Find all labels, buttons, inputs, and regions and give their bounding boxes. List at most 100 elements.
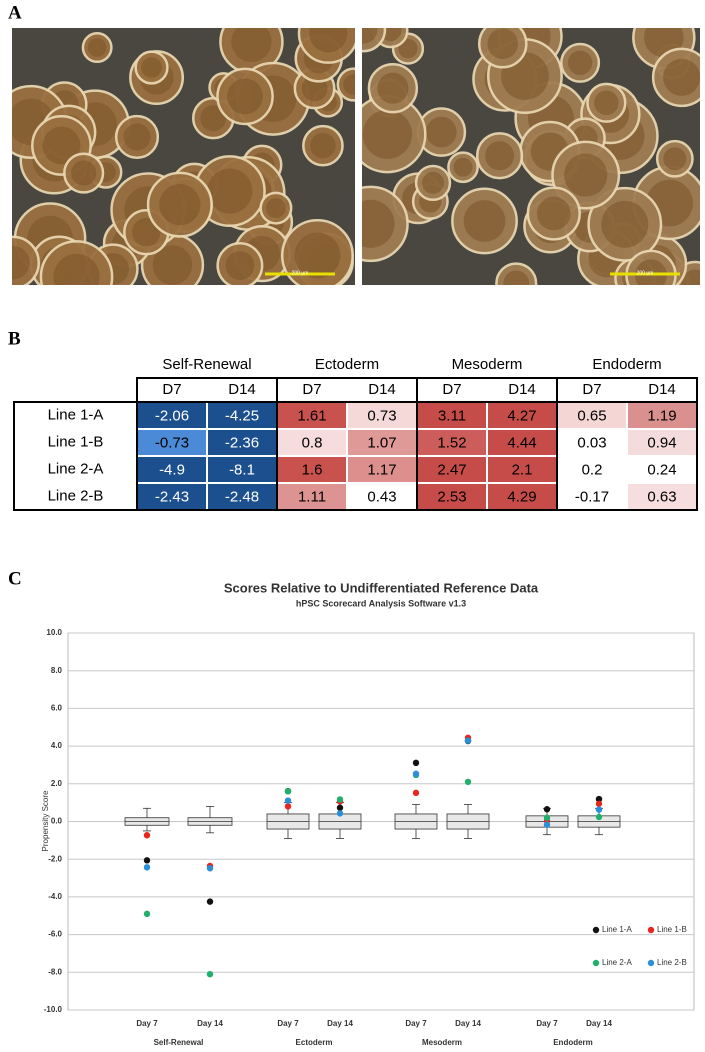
chart-title: Scores Relative to Undifferentiated Refe… xyxy=(224,580,539,595)
point xyxy=(543,814,551,821)
spheroid-core xyxy=(310,132,336,159)
subheader: D7 xyxy=(162,381,181,398)
y-tick-label: -10.0 xyxy=(44,1005,63,1014)
row-label: Line 2-B xyxy=(48,487,104,504)
cell-value: 1.6 xyxy=(302,461,323,478)
spheroid-core xyxy=(362,199,395,248)
spheroid-core xyxy=(265,198,286,218)
cell-value: 2.1 xyxy=(512,461,533,478)
cell xyxy=(488,484,556,509)
subheader: D7 xyxy=(582,381,601,398)
spheroid-core xyxy=(487,28,519,60)
cell-value: -8.1 xyxy=(229,461,255,478)
cell-value: 0.63 xyxy=(647,488,676,505)
spheroid-core xyxy=(159,184,201,226)
subheader: D14 xyxy=(648,381,676,398)
cell xyxy=(138,457,206,482)
cell-value: 0.24 xyxy=(647,461,676,478)
cell xyxy=(628,484,696,509)
cell-value: 3.11 xyxy=(438,407,466,424)
row-label: Line 1-A xyxy=(48,406,104,423)
spheroid-core xyxy=(200,105,227,132)
spheroid-core xyxy=(141,57,162,78)
group-label: Self-Renewal xyxy=(154,1038,204,1047)
spheroid-core xyxy=(398,38,418,59)
spheroid-core xyxy=(663,58,700,96)
y-tick-label: 8.0 xyxy=(51,666,63,675)
spheroid-core xyxy=(309,28,348,53)
cell xyxy=(278,457,346,482)
panel-label: B xyxy=(8,328,21,349)
point xyxy=(412,789,420,797)
point xyxy=(143,910,151,918)
cell-value: -2.43 xyxy=(155,488,189,505)
cell-value: -4.9 xyxy=(159,461,185,478)
spheroid-core xyxy=(635,259,667,285)
subheader: D7 xyxy=(442,381,461,398)
point xyxy=(336,796,344,803)
point xyxy=(595,806,603,813)
spheroid-core xyxy=(567,50,593,76)
cell-value: 1.07 xyxy=(367,434,396,451)
group-label: Endoderm xyxy=(553,1038,593,1047)
x-tick-label: Day 7 xyxy=(536,1019,558,1028)
point xyxy=(143,832,151,839)
spheroid-core xyxy=(123,123,151,151)
spheroid-core xyxy=(227,78,263,115)
point xyxy=(543,806,551,813)
legend-label: Line 2-B xyxy=(657,958,687,967)
cell-value: 1.52 xyxy=(437,434,466,451)
cell xyxy=(278,484,346,509)
y-tick-label: 6.0 xyxy=(51,704,63,713)
spheroid-core xyxy=(12,245,30,280)
cell xyxy=(208,430,276,455)
spheroid-core xyxy=(503,270,530,285)
cell xyxy=(628,457,696,482)
panel-label: A xyxy=(8,2,22,23)
spheroid-core xyxy=(71,160,97,186)
cell xyxy=(348,484,416,509)
cell-value: 4.27 xyxy=(507,407,536,424)
y-tick-label: -4.0 xyxy=(48,892,62,901)
point xyxy=(595,800,603,807)
spheroid-core xyxy=(422,171,445,194)
y-tick-label: -6.0 xyxy=(48,930,62,939)
x-tick-label: Day 7 xyxy=(405,1019,427,1028)
point xyxy=(412,770,420,778)
point xyxy=(284,788,292,795)
cell-value: 0.65 xyxy=(577,407,606,424)
cell xyxy=(278,430,346,455)
legend-marker xyxy=(647,926,655,934)
y-tick-label: -8.0 xyxy=(48,967,62,976)
y-tick-label: 10.0 xyxy=(46,628,62,637)
row-label: Line 2-A xyxy=(48,460,104,477)
spheroid-core xyxy=(42,126,81,165)
cell-value: -2.36 xyxy=(225,434,259,451)
legend-label: Line 1-B xyxy=(657,925,687,934)
cell xyxy=(348,403,416,428)
spheroid-core xyxy=(362,28,378,44)
cell-value: -2.48 xyxy=(225,488,259,505)
cell-value: 0.8 xyxy=(302,434,323,451)
point xyxy=(595,813,603,821)
spheroid-core xyxy=(601,200,649,248)
cell-value: 0.94 xyxy=(647,434,676,451)
spheroid-core xyxy=(343,74,355,95)
spheroid-core xyxy=(663,147,687,171)
x-tick-label: Day 14 xyxy=(327,1019,353,1028)
x-tick-label: Day 7 xyxy=(277,1019,299,1028)
spheroid-core xyxy=(152,245,193,285)
cell-value: 1.61 xyxy=(297,407,326,424)
cell xyxy=(138,484,206,509)
cell xyxy=(488,403,556,428)
point xyxy=(336,804,344,811)
panel-label: C xyxy=(8,568,22,589)
group-header: Self-Renewal xyxy=(162,356,251,373)
cell xyxy=(418,403,486,428)
scale-bar-label: 200 µm xyxy=(292,270,309,276)
spheroid-core xyxy=(294,232,341,279)
x-tick-label: Day 14 xyxy=(197,1019,223,1028)
legend-label: Line 1-A xyxy=(602,925,632,934)
point xyxy=(595,795,603,803)
